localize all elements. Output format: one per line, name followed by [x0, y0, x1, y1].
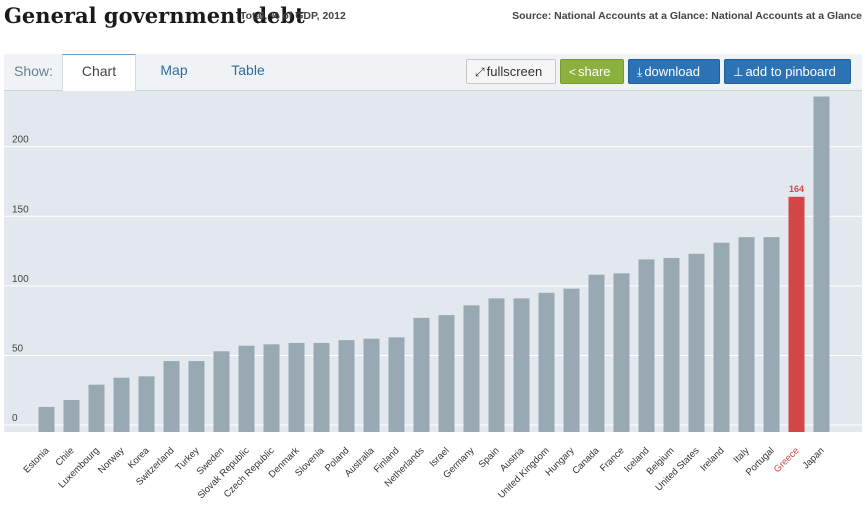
bar	[313, 342, 330, 432]
share-label: share	[578, 64, 611, 79]
x-tick-label: Ireland	[698, 445, 726, 473]
bar	[738, 237, 755, 432]
bar	[88, 384, 105, 432]
tab-table[interactable]: Table	[231, 62, 265, 78]
bar	[413, 317, 430, 432]
download-icon: ⤓	[637, 65, 643, 79]
bar	[438, 315, 455, 432]
bar	[613, 273, 630, 432]
bar	[788, 196, 805, 432]
share-icon: <	[569, 65, 577, 79]
toolbar: Show: Chart Map Table ⤢ fullscreen < share…	[4, 54, 862, 91]
bar	[63, 399, 80, 432]
bar	[138, 376, 155, 432]
bar	[588, 274, 605, 432]
page-title: General government debt	[4, 3, 305, 28]
x-tick-label: Norway	[96, 445, 127, 476]
chart-subtitle: Total, % of GDP, 2012	[240, 10, 346, 22]
bar	[213, 351, 230, 432]
bar	[813, 96, 830, 432]
x-tick-label: Italy	[732, 445, 752, 465]
chart-header: General government debt Total, % of GDP,…	[0, 0, 866, 40]
bar	[688, 253, 705, 432]
bar	[263, 344, 280, 432]
chart-area: 0 50 100 150 200 Estonia Chile Luxembourg Norway…	[4, 91, 862, 523]
pinboard-label: add to pinboard	[745, 64, 836, 79]
bar	[238, 345, 255, 432]
bar	[338, 340, 355, 432]
plot-background	[4, 91, 862, 432]
fullscreen-icon: ⤢	[475, 65, 485, 79]
bar	[563, 288, 580, 432]
y-tick-label: 150	[12, 204, 29, 215]
show-label: Show:	[14, 63, 53, 79]
y-tick-label: 100	[12, 274, 29, 285]
source-note: Source: National Accounts at a Glance: N…	[512, 10, 862, 22]
download-button[interactable]: ⤓ download	[628, 59, 720, 84]
x-tick-label: Canada	[570, 445, 602, 477]
bar	[763, 237, 780, 432]
share-button[interactable]: < share	[560, 59, 624, 84]
bar	[38, 406, 55, 432]
bar	[538, 292, 555, 432]
x-tick-label: France	[598, 445, 627, 474]
y-tick-label: 200	[12, 135, 29, 146]
bar	[713, 242, 730, 432]
bar	[638, 259, 655, 432]
tab-map[interactable]: Map	[160, 62, 188, 78]
x-tick-label: Greece	[772, 445, 802, 475]
bar	[163, 361, 180, 432]
fullscreen-button[interactable]: ⤢ fullscreen	[466, 59, 556, 84]
x-tick-label: Estonia	[21, 445, 52, 476]
bar	[288, 342, 305, 432]
y-tick-label: 50	[12, 343, 24, 354]
bar	[513, 298, 530, 432]
bar	[188, 361, 205, 432]
bar	[463, 305, 480, 432]
x-tick-label: Japan	[801, 445, 827, 471]
bar	[663, 258, 680, 432]
bar	[488, 298, 505, 432]
download-label: download	[644, 64, 700, 79]
data-label: 164	[789, 184, 804, 194]
fullscreen-label: fullscreen	[486, 64, 543, 79]
bar	[388, 337, 405, 432]
pin-icon: ⊥	[733, 65, 744, 79]
add-to-pinboard-button[interactable]: ⊥ add to pinboard	[724, 59, 851, 84]
tab-chart[interactable]: Chart	[62, 54, 136, 91]
y-tick-label: 0	[12, 413, 18, 424]
bar	[113, 377, 130, 432]
bar	[363, 338, 380, 432]
